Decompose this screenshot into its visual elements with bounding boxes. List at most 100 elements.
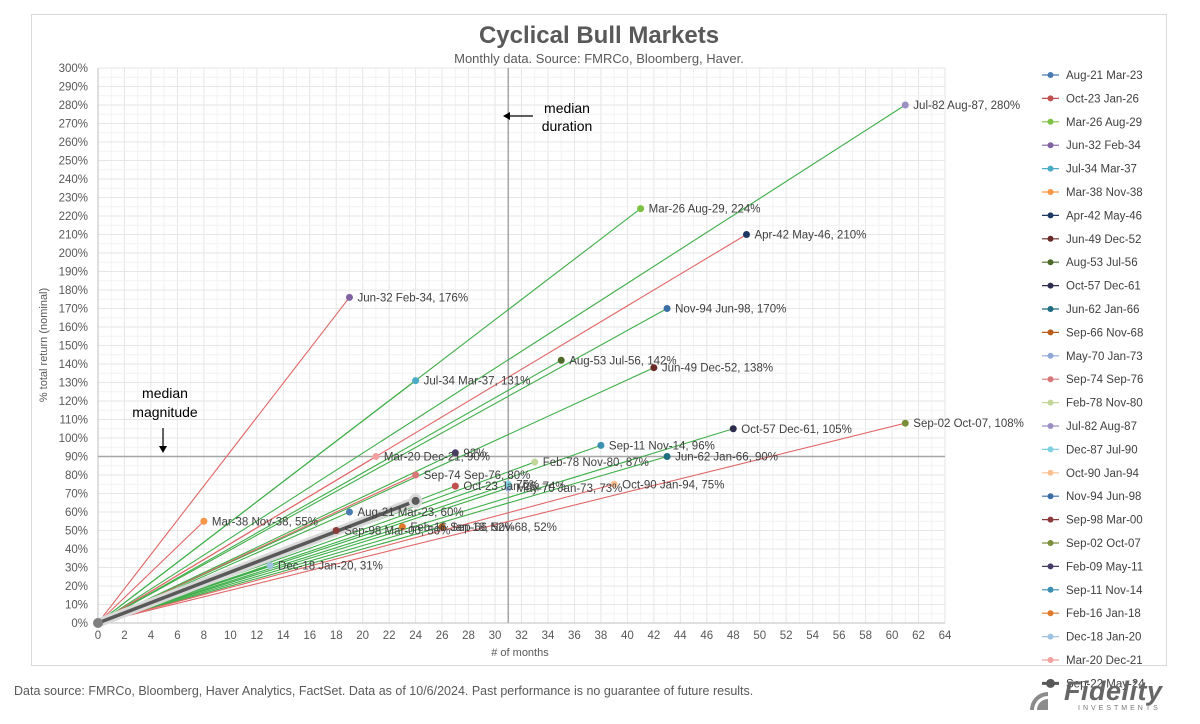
legend-label: May-70 Jan-73 [1066, 351, 1143, 363]
x-tick-label: 12 [250, 630, 263, 642]
x-tick-label: 24 [409, 630, 422, 642]
data-label: Jul-82 Aug-87, 280% [913, 100, 1020, 112]
series-point [663, 453, 671, 460]
chart-frame [31, 14, 1167, 666]
series-line [97, 367, 655, 624]
legend-marker [1047, 563, 1054, 570]
y-tick-label: 190% [59, 267, 88, 279]
legend-marker [1047, 72, 1054, 78]
y-tick-label: 70% [65, 489, 88, 501]
x-tick-label: 58 [859, 630, 872, 642]
brand-name: Fidelity [1064, 676, 1163, 706]
x-tick-label: 16 [303, 630, 316, 642]
y-tick-label: 10% [65, 600, 88, 612]
data-label: Sep-02 Oct-07, 108% [913, 418, 1024, 430]
legend-label: Sep-98 Mar-00 [1066, 515, 1143, 527]
series-point [663, 305, 671, 312]
x-tick-label: 32 [515, 630, 528, 642]
legend-marker [1047, 306, 1054, 312]
x-tick-label: 28 [462, 630, 475, 642]
series-line [97, 526, 443, 624]
series-point [650, 364, 658, 372]
legend-marker [1047, 329, 1054, 336]
legend-label: Sep-11 Nov-14 [1066, 585, 1143, 597]
series-line [97, 520, 205, 624]
x-tick-label: 22 [383, 630, 396, 642]
data-label: Jul-34 Mar-37, 131% [424, 376, 531, 388]
legend-marker [1047, 610, 1054, 617]
x-tick-label: 38 [595, 630, 608, 642]
legend-label: Nov-94 Jun-98 [1066, 491, 1141, 503]
legend-marker [1047, 95, 1054, 102]
median-lines [98, 68, 945, 623]
legend-marker [1047, 540, 1054, 546]
legend-label: Jul-82 Aug-87 [1066, 421, 1137, 433]
data-label: Oct-57 Dec-61, 105% [741, 424, 852, 436]
y-tick-label: 240% [59, 174, 88, 186]
series-point [637, 205, 645, 213]
axis-ticks: 0 2 4 6 8 10 12 14 16 18 20 22 24 26 28 30 32 34 36 38 40 42 4… [59, 63, 952, 642]
data-label: Oct-90 Jan-94, 75% [622, 479, 724, 491]
x-tick-label: 36 [568, 630, 581, 642]
median-magnitude-label-1: median [142, 385, 188, 401]
legend-label: Sep-02 Oct-07 [1066, 538, 1141, 550]
legend-marker [1047, 235, 1054, 242]
chart-title: Cyclical Bull Markets [479, 22, 719, 49]
gridlines [97, 67, 946, 624]
fidelity-logo-icon [1030, 692, 1048, 710]
x-tick-label: 6 [174, 630, 180, 642]
data-label: Aug-53 Jul-56, 142% [569, 355, 676, 367]
data-label: Sep-11 Nov-14, 96% [609, 440, 715, 452]
series-line [97, 359, 562, 624]
x-tick-label: 48 [727, 630, 740, 642]
y-tick-label: 40% [65, 544, 88, 556]
data-label: Feb-16 Jan-18, 52% [410, 522, 514, 534]
y-tick-label: 110% [59, 415, 88, 427]
series-point [451, 482, 459, 490]
legend-marker [1047, 189, 1054, 195]
legend-marker [1047, 282, 1054, 289]
data-label: Jun-32 Feb-34, 176% [357, 292, 468, 304]
series-point [332, 527, 340, 534]
legend-label: Oct-90 Jan-94 [1066, 468, 1139, 480]
y-tick-label: 60% [65, 507, 88, 519]
x-tick-label: 40 [621, 630, 634, 642]
y-tick-label: 280% [59, 100, 88, 112]
series-line [97, 380, 416, 624]
y-tick-label: 290% [59, 82, 88, 94]
x-tick-label: 64 [939, 630, 952, 642]
series-point [438, 523, 446, 531]
median-duration-label-2: duration [542, 118, 593, 134]
legend-label: Sep-22 May-24 [1066, 678, 1145, 690]
legend-label: Jun-49 Dec-52 [1066, 234, 1141, 246]
legend-marker [1047, 376, 1054, 383]
series-points [93, 101, 909, 628]
x-tick-label: 8 [201, 630, 207, 642]
x-tick-label: 14 [277, 630, 290, 642]
y-axis-label: % total return (nominal) [38, 288, 50, 402]
x-tick-label: 10 [224, 630, 237, 642]
median-duration-arrow [503, 112, 533, 120]
legend-marker [1047, 446, 1054, 453]
y-tick-label: 220% [59, 211, 88, 223]
legend-marker [1046, 678, 1055, 688]
series-line [97, 428, 734, 624]
legend-marker [1047, 657, 1054, 663]
data-label: Aug-21 Mar-23, 60% [357, 507, 463, 519]
legend-marker [1047, 586, 1054, 593]
y-tick-label: 230% [59, 193, 88, 205]
legend-marker [1047, 118, 1054, 125]
series-line [97, 499, 417, 625]
y-tick-label: 100% [59, 433, 88, 445]
legend-label: Sep-74 Sep-76 [1066, 374, 1143, 386]
y-tick-label: 160% [59, 322, 88, 334]
y-tick-label: 150% [59, 341, 88, 353]
legend-marker [1047, 399, 1054, 406]
x-tick-label: 62 [912, 630, 925, 642]
legend-label: Oct-23 Jan-26 [1066, 93, 1139, 105]
series-line [97, 452, 456, 624]
y-tick-label: 200% [59, 248, 88, 260]
y-tick-label: 20% [65, 581, 88, 593]
legend-marker [1047, 493, 1054, 500]
x-tick-label: 42 [647, 630, 660, 642]
